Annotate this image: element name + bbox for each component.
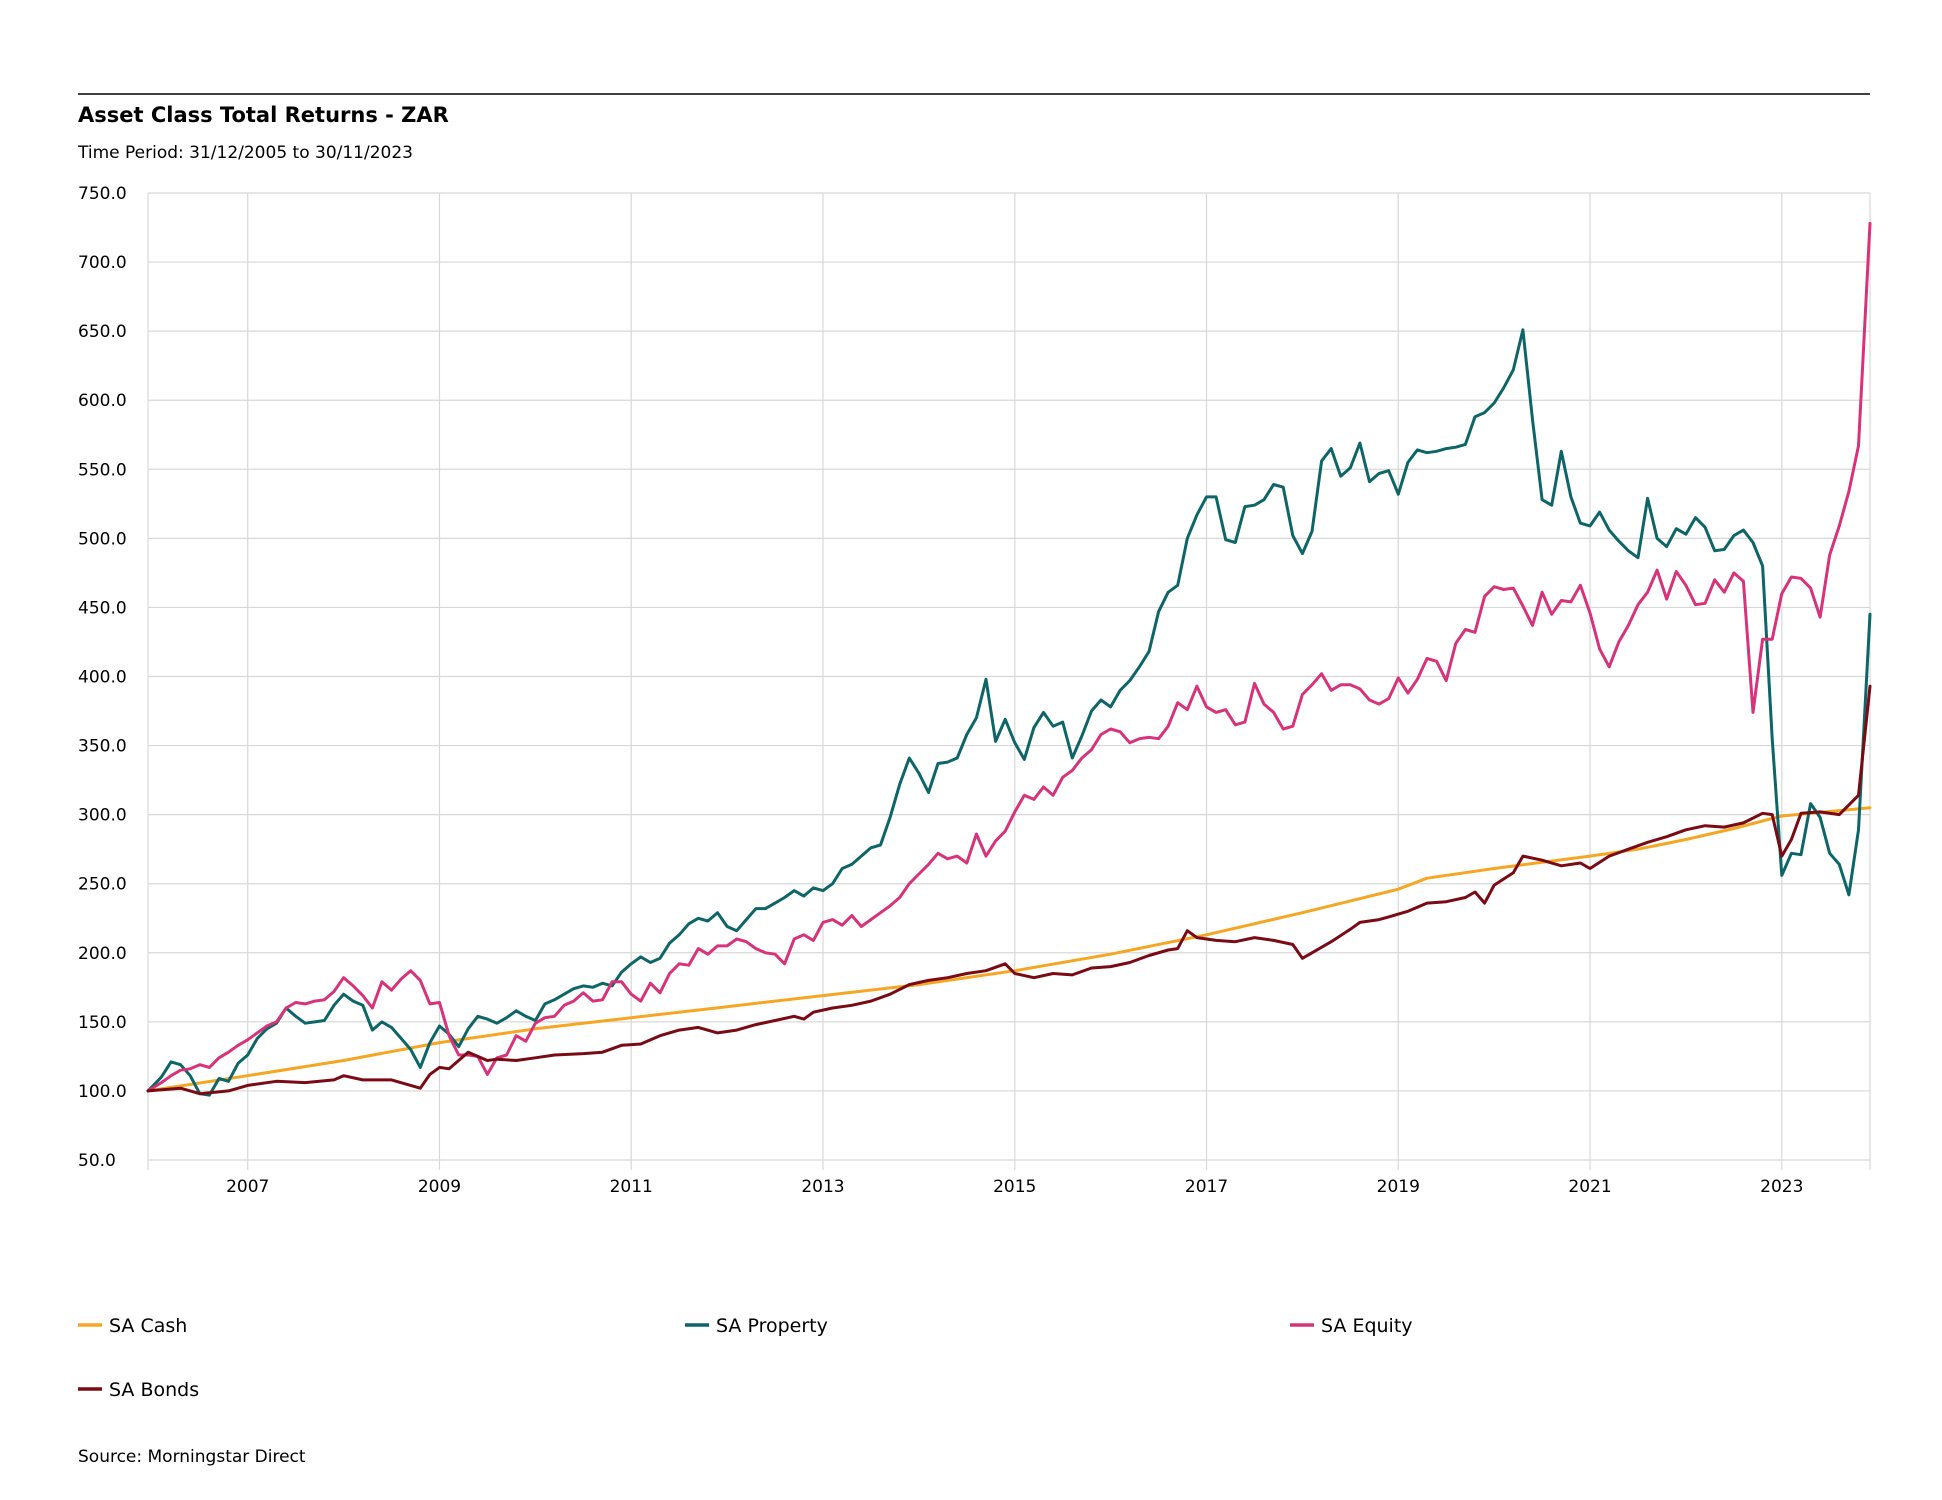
y-tick-label: 100.0 (78, 1082, 127, 1102)
y-tick-label: 600.0 (78, 391, 127, 411)
y-tick-label: 250.0 (78, 875, 127, 895)
x-tick-label: 2021 (1568, 1177, 1611, 1197)
legend-label-sa-property: SA Property (716, 1315, 828, 1337)
axes: 50.0 100.0 150.0 200.0 250.0 300.0 350.0 400.0 4… (78, 184, 1803, 1197)
grid (147, 192, 1871, 1170)
legend-label-sa-equity: SA Equity (1321, 1315, 1413, 1337)
y-tick-label: 650.0 (78, 322, 127, 342)
x-tick-label: 2015 (993, 1177, 1036, 1197)
y-tick-label: 700.0 (78, 253, 127, 273)
y-tick-label: 400.0 (78, 668, 127, 688)
legend-label-sa-cash: SA Cash (109, 1315, 187, 1337)
series-line-sa-bonds (146, 684, 1872, 1096)
x-tick-label: 2013 (801, 1177, 844, 1197)
chart-title: Asset Class Total Returns - ZAR (78, 103, 449, 127)
series-lines (146, 221, 1872, 1097)
y-tick-label: 350.0 (78, 737, 127, 757)
y-tick-label: 500.0 (78, 529, 127, 549)
legend: SA Cash SA Property SA Equity SA Bonds (78, 1315, 1413, 1401)
chart-subtitle: Time Period: 31/12/2005 to 30/11/2023 (77, 143, 413, 163)
x-tick-label: 2017 (1185, 1177, 1228, 1197)
y-tick-label: 300.0 (78, 806, 127, 826)
x-tick-label: 2019 (1377, 1177, 1420, 1197)
y-tick-label: 550.0 (78, 460, 127, 480)
series-line-sa-cash (146, 806, 1872, 1093)
y-tick-label: 750.0 (78, 184, 127, 204)
y-tick-label: 200.0 (78, 944, 127, 964)
x-tick-label: 2007 (226, 1177, 269, 1197)
series-line-sa-equity (146, 221, 1872, 1093)
x-tick-label: 2023 (1760, 1177, 1803, 1197)
source-note: Source: Morningstar Direct (78, 1447, 306, 1467)
series-line-sa-property (146, 328, 1872, 1097)
legend-label-sa-bonds: SA Bonds (109, 1379, 199, 1401)
y-tick-label: 450.0 (78, 598, 127, 618)
y-tick-label: 50.0 (78, 1151, 116, 1171)
x-tick-label: 2011 (610, 1177, 653, 1197)
y-tick-label: 150.0 (78, 1013, 127, 1033)
x-tick-label: 2009 (418, 1177, 461, 1197)
